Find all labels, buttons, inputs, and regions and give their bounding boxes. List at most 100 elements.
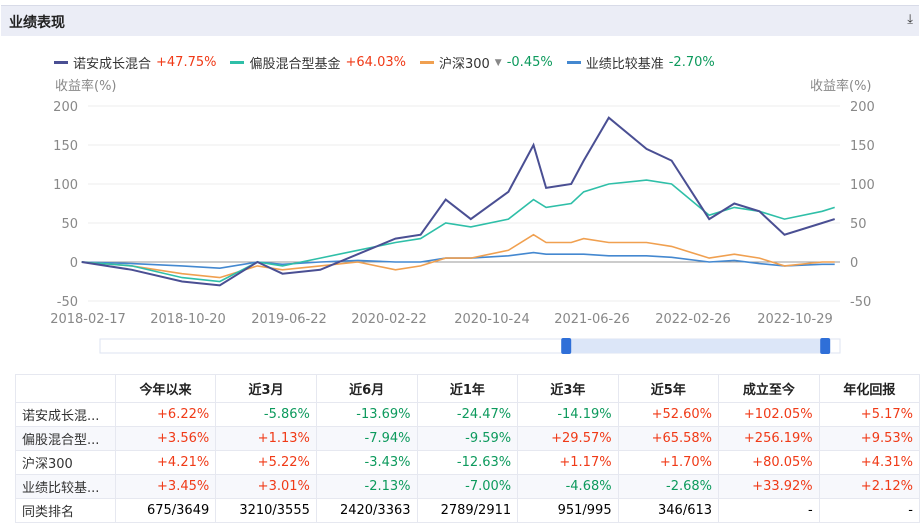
- table-cell: -13.69%: [315, 402, 418, 427]
- column-header: 成立至今: [718, 374, 820, 403]
- legend-swatch: [230, 61, 245, 64]
- table-cell: 2420/3363: [315, 498, 418, 523]
- x-tick: 2021-06-26: [554, 312, 630, 327]
- table-cell: +9.53%: [818, 426, 920, 451]
- legend-item[interactable]: 诺安成长混合 +47.75%: [54, 53, 216, 72]
- y-tick-left: 150: [53, 139, 78, 154]
- range-handle[interactable]: [561, 338, 572, 354]
- x-tick: 2020-02-22: [351, 312, 427, 327]
- table-cell: +6.22%: [114, 402, 217, 427]
- column-header: 近1年: [416, 374, 519, 403]
- y-tick-right: 150: [850, 139, 875, 154]
- table-row: 沪深300 +4.21% +5.22% -3.43% -12.63% +1.17% +1.7…: [15, 450, 920, 475]
- table-cell: +5.17%: [818, 402, 920, 427]
- column-header: 近5年: [617, 374, 720, 403]
- table-cell: +52.60%: [617, 402, 720, 427]
- y-tick-left: -50: [57, 295, 78, 310]
- table-cell: +1.17%: [517, 450, 619, 475]
- chart-legend: 诺安成长混合 +47.75% 偏股混合型基金 +64.03% 沪深300 ▼ -0.45% 业…: [54, 53, 715, 72]
- legend-value: +47.75%: [156, 55, 217, 70]
- table-cell: +3.56%: [114, 426, 217, 451]
- table-cell: 675/3649: [114, 498, 217, 523]
- table-cell: -3.43%: [315, 450, 418, 475]
- legend-swatch: [566, 61, 581, 64]
- y-tick-left: 200: [53, 100, 78, 115]
- dropdown-icon[interactable]: ▼: [494, 57, 502, 68]
- table-cell: +102.05%: [718, 402, 820, 427]
- table-row: 业绩比较基... +3.45% +3.01% -2.13% -7.00% -4.68% -2…: [15, 474, 920, 499]
- y-tick-left: 100: [53, 178, 78, 193]
- row-label: 业绩比较基...: [15, 474, 116, 499]
- x-tick: 2020-10-24: [454, 312, 530, 327]
- table-cell: +1.70%: [617, 450, 720, 475]
- table-cell: +256.19%: [718, 426, 820, 451]
- table-cell: +2.12%: [818, 474, 920, 499]
- table-row: 偏股混合型... +3.56% +1.13% -7.94% -9.59% +29.57% +…: [15, 426, 920, 451]
- x-tick: 2018-10-20: [150, 312, 226, 327]
- legend-label: 偏股混合型基金: [249, 57, 341, 72]
- legend-label: 业绩比较基准: [585, 57, 664, 72]
- table-cell: 2789/2911: [416, 498, 519, 523]
- legend-item[interactable]: 业绩比较基准 -2.70%: [566, 53, 715, 72]
- series-line-3: [81, 251, 835, 270]
- legend-label: 诺安成长混合: [73, 57, 152, 72]
- x-tick: 2022-10-29: [757, 312, 833, 327]
- column-header: [15, 374, 116, 403]
- x-tick: 2022-02-26: [655, 312, 731, 327]
- y-axis-label-left: 收益率(%): [55, 78, 117, 94]
- y-tick-left: 50: [61, 217, 78, 232]
- series-line-1: [81, 179, 835, 283]
- table-cell: +5.22%: [215, 450, 317, 475]
- legend-item[interactable]: 偏股混合型基金 +64.03%: [230, 53, 406, 72]
- table-cell: +3.01%: [215, 474, 317, 499]
- legend-swatch: [54, 61, 68, 64]
- legend-item[interactable]: 沪深300 ▼ -0.45%: [419, 53, 553, 72]
- legend-label: 沪深300: [438, 57, 490, 72]
- table-cell: -: [718, 498, 820, 523]
- table-header: 今年以来 近3月 近6月 近1年 近3年 近5年 成立至今 年化回报: [15, 374, 920, 403]
- table-cell: -14.19%: [517, 402, 619, 427]
- table-cell: -2.68%: [617, 474, 720, 499]
- download-icon[interactable]: ⤓: [907, 12, 913, 27]
- y-tick-left: 0: [70, 256, 78, 271]
- y-tick-right: 100: [850, 178, 875, 193]
- range-handle[interactable]: [820, 338, 831, 354]
- series-line-0: [81, 116, 835, 287]
- table-cell: -7.94%: [315, 426, 418, 451]
- x-tick: 2019-06-22: [251, 312, 327, 327]
- table-cell: 951/995: [517, 498, 619, 523]
- section-title: 业绩表现: [9, 15, 65, 31]
- column-header: 近3月: [215, 374, 317, 403]
- column-header: 今年以来: [114, 374, 217, 403]
- table-cell: +4.21%: [114, 450, 217, 475]
- section-header: 业绩表现 ⤓: [1, 5, 919, 36]
- table-cell: -12.63%: [416, 450, 519, 475]
- y-axis-label-right: 收益率(%): [810, 78, 872, 94]
- legend-value: -0.45%: [506, 55, 553, 70]
- column-header: 近6月: [315, 374, 418, 403]
- table-cell: -4.68%: [517, 474, 619, 499]
- table-cell: -2.13%: [315, 474, 418, 499]
- column-header: 近3年: [517, 374, 619, 403]
- table-row: 诺安成长混... +6.22% -5.86% -13.69% -24.47% -14.19…: [15, 402, 920, 427]
- table-cell: -5.86%: [215, 402, 317, 427]
- performance-table: 今年以来 近3月 近6月 近1年 近3年 近5年 成立至今 年化回报 诺安成长混... +6.22…: [15, 374, 920, 523]
- table-cell: +3.45%: [114, 474, 217, 499]
- y-tick-right: 50: [850, 217, 867, 232]
- y-tick-right: 200: [850, 100, 875, 115]
- row-label: 同类排名: [15, 498, 116, 523]
- x-tick: 2018-02-17: [50, 312, 126, 327]
- y-tick-right: -50: [850, 295, 871, 310]
- table-cell: +80.05%: [718, 450, 820, 475]
- performance-chart: 200 200 150 150 100 100 50 50 0 0 -50 -50 收益率(%) 收益率(…: [50, 78, 875, 354]
- table-cell: -24.47%: [416, 402, 519, 427]
- row-label: 偏股混合型...: [15, 426, 116, 451]
- table-cell: +33.92%: [718, 474, 820, 499]
- table-cell: -: [818, 498, 920, 523]
- table-cell: +1.13%: [215, 426, 317, 451]
- legend-value: +64.03%: [345, 55, 406, 70]
- legend-value: -2.70%: [668, 55, 715, 70]
- range-selection[interactable]: [566, 339, 826, 353]
- table-row: 同类排名 675/3649 3210/3555 2420/3363 2789/2911 9…: [15, 498, 920, 523]
- table-cell: +29.57%: [517, 426, 619, 451]
